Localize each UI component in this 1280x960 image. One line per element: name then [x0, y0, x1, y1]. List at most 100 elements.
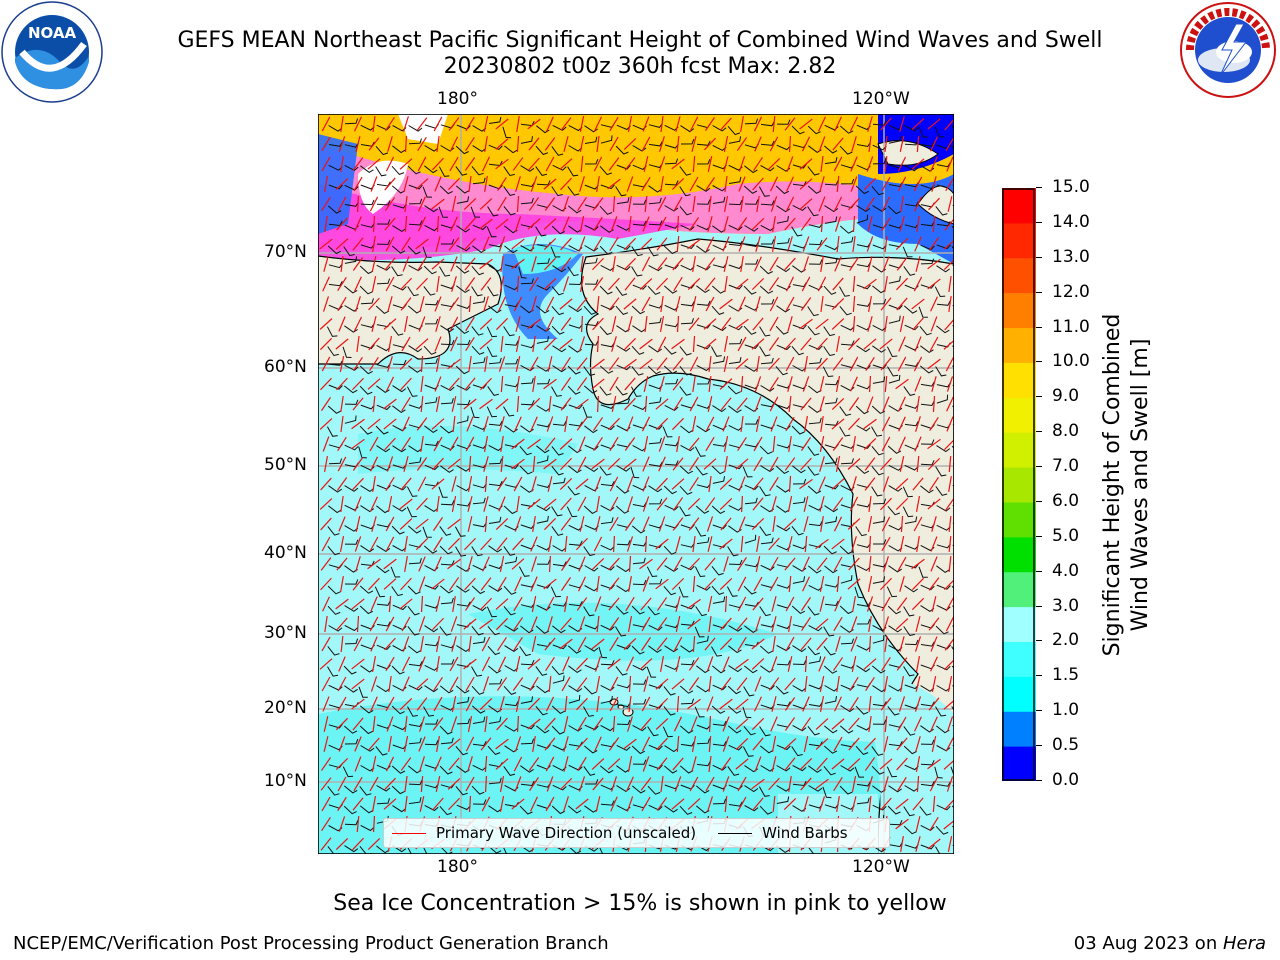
wave-direction-arrow — [434, 756, 442, 772]
wave-direction-arrow — [946, 376, 954, 392]
wind-barb — [695, 505, 710, 514]
wave-direction-arrow — [625, 596, 635, 612]
wind-barb — [824, 516, 838, 524]
wind-barb — [727, 125, 741, 136]
wave-direction-arrow — [864, 757, 876, 771]
wave-direction-arrow — [480, 537, 492, 551]
wave-direction-arrow — [801, 597, 811, 611]
wind-barb — [456, 339, 471, 346]
wave-direction-arrow — [468, 455, 472, 473]
wave-direction-arrow — [370, 696, 378, 712]
wave-direction-arrow — [579, 216, 585, 232]
wave-direction-arrow — [836, 676, 840, 692]
wind-barb — [536, 258, 550, 265]
wind-barb — [712, 740, 727, 747]
colorbar-swatch — [1002, 536, 1036, 573]
wind-barb — [438, 166, 450, 177]
wind-barb — [808, 785, 823, 792]
wind-barb — [904, 563, 919, 569]
wave-direction-arrow — [338, 316, 346, 332]
wave-direction-arrow — [784, 257, 796, 271]
wave-direction-arrow — [482, 556, 490, 572]
wave-direction-arrow — [834, 116, 842, 132]
wave-direction-arrow — [656, 757, 668, 771]
wind-barb — [744, 259, 759, 265]
wind-barb — [407, 165, 421, 175]
wind-barb — [535, 226, 547, 237]
wind-barb — [440, 597, 454, 605]
wave-direction-arrow — [452, 596, 456, 612]
wave-direction-arrow — [900, 836, 904, 852]
wave-direction-arrow — [833, 556, 843, 572]
colorbar-swatch — [1002, 501, 1036, 538]
wave-direction-arrow — [691, 296, 697, 312]
wave-direction-arrow — [578, 576, 586, 592]
wave-direction-arrow — [352, 377, 364, 391]
wind-barb — [599, 165, 612, 176]
wind-barb — [792, 685, 807, 692]
wave-direction-arrow — [639, 358, 653, 370]
wind-barb — [438, 486, 448, 498]
wave-direction-arrow — [898, 396, 906, 412]
wind-barb — [600, 304, 615, 311]
wind-barb — [392, 805, 407, 813]
wave-direction-arrow — [463, 618, 477, 630]
wave-direction-arrow — [656, 277, 668, 291]
wave-direction-arrow — [383, 318, 397, 330]
wind-barb — [359, 805, 374, 814]
wind-barb — [615, 145, 629, 155]
wave-direction-arrow — [448, 797, 460, 811]
wave-direction-arrow — [559, 438, 573, 450]
wind-barb — [776, 237, 790, 245]
wind-barb — [441, 659, 455, 665]
wind-barb — [856, 444, 871, 449]
wave-direction-arrow — [373, 215, 375, 233]
wave-direction-arrow — [943, 339, 954, 350]
wave-direction-arrow — [831, 758, 845, 770]
wind-barb — [696, 323, 711, 329]
wind-barb — [728, 665, 743, 673]
wind-barb — [904, 785, 919, 792]
wave-direction-arrow — [818, 476, 826, 492]
wind-barb — [680, 425, 694, 434]
wave-direction-arrow — [834, 256, 842, 272]
wave-direction-arrow — [399, 498, 413, 510]
wave-direction-arrow — [832, 277, 844, 291]
wave-direction-arrow — [417, 216, 427, 232]
wave-direction-arrow — [787, 316, 793, 332]
wave-direction-arrow — [800, 637, 812, 651]
wind-barb — [520, 696, 534, 704]
wave-direction-arrow — [831, 297, 845, 311]
wave-direction-arrow — [737, 557, 747, 571]
wind-barb — [919, 806, 932, 816]
wind-barb — [472, 764, 487, 771]
wind-barb — [679, 685, 694, 694]
wind-barb — [936, 644, 951, 650]
wave-direction-arrow — [354, 736, 362, 752]
wave-direction-arrow — [371, 276, 377, 292]
wind-barb — [902, 246, 913, 258]
colorbar-tick-mark — [1036, 745, 1042, 747]
wave-direction-arrow — [319, 238, 333, 250]
wind-barb — [518, 266, 527, 279]
wave-direction-arrow — [626, 536, 634, 552]
wind-barb — [888, 405, 903, 412]
wave-direction-arrow — [735, 358, 749, 370]
wind-barb — [904, 361, 919, 367]
wave-direction-arrow — [591, 558, 605, 570]
wave-direction-arrow — [320, 777, 332, 791]
wave-direction-arrow — [832, 497, 844, 511]
wind-barb — [856, 601, 871, 607]
wave-direction-arrow — [866, 596, 874, 612]
wind-barb — [631, 266, 643, 277]
wave-direction-arrow — [560, 117, 572, 131]
wave-direction-arrow — [689, 457, 699, 471]
wave-direction-arrow — [351, 658, 365, 670]
wave-direction-arrow — [788, 395, 792, 413]
wind-barb — [536, 515, 549, 524]
wave-direction-arrow — [387, 296, 393, 312]
wind-barb — [376, 785, 391, 792]
wind-barb — [887, 505, 900, 516]
wind-barb — [664, 264, 679, 270]
colorbar-swatch — [1002, 188, 1036, 224]
